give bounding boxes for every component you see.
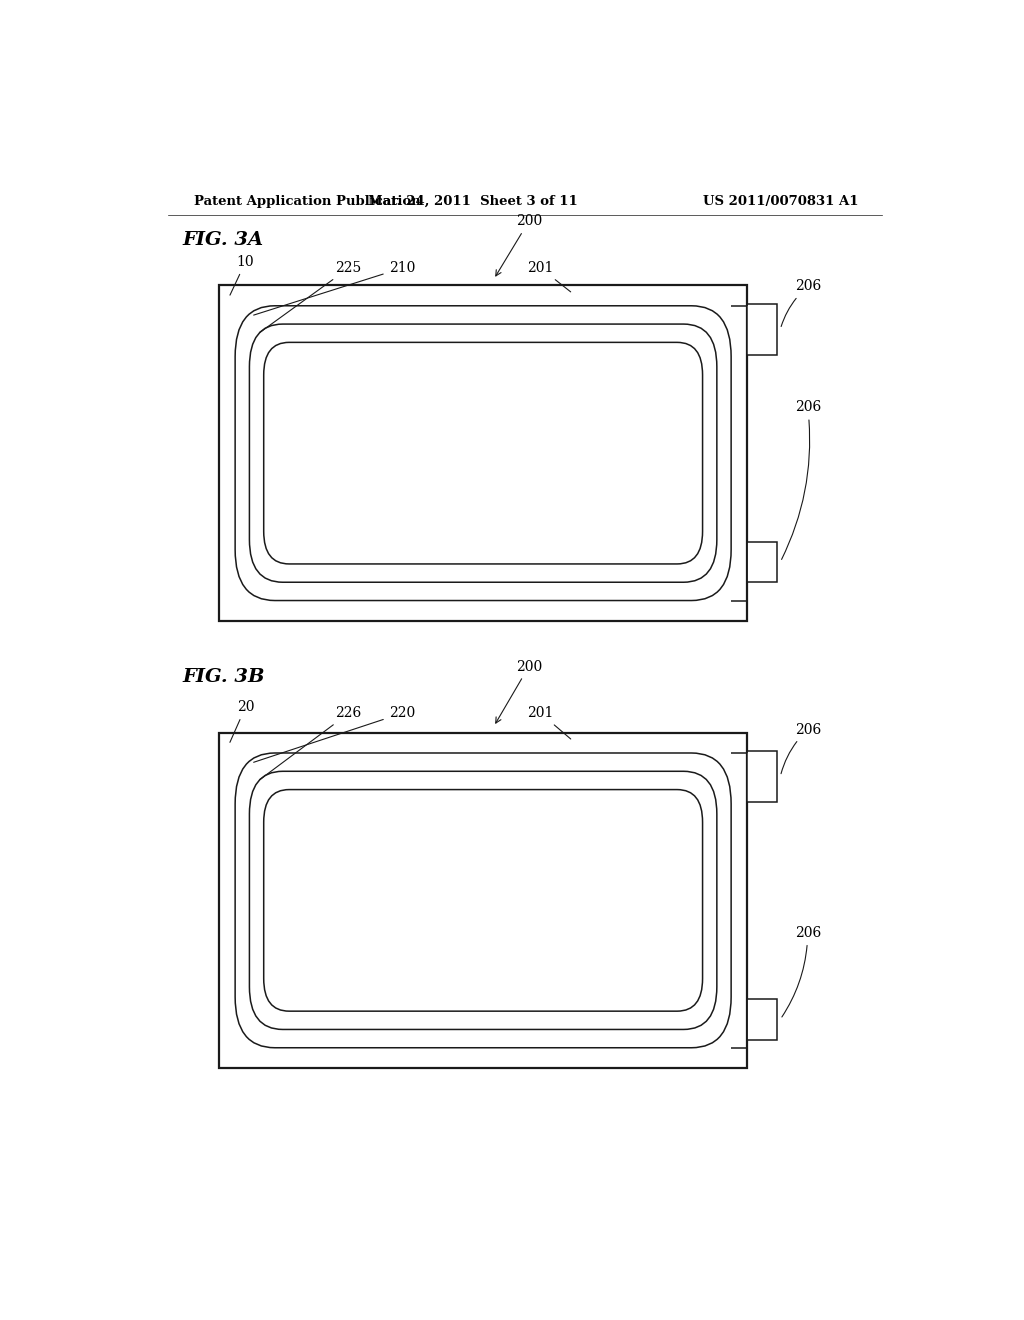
Bar bbox=[748, 999, 777, 1040]
Bar bbox=[748, 751, 777, 801]
Text: 10: 10 bbox=[230, 255, 254, 296]
Bar bbox=[219, 733, 748, 1068]
Text: 210: 210 bbox=[254, 261, 415, 315]
Text: 201: 201 bbox=[527, 706, 570, 739]
Text: Patent Application Publication: Patent Application Publication bbox=[194, 194, 421, 207]
Text: US 2011/0070831 A1: US 2011/0070831 A1 bbox=[702, 194, 858, 207]
Text: 225: 225 bbox=[260, 261, 361, 333]
Text: 220: 220 bbox=[254, 706, 415, 762]
Bar bbox=[748, 304, 777, 355]
Text: Mar. 24, 2011  Sheet 3 of 11: Mar. 24, 2011 Sheet 3 of 11 bbox=[369, 194, 579, 207]
Text: 206: 206 bbox=[782, 925, 821, 1016]
Text: 206: 206 bbox=[781, 722, 821, 774]
Text: 200: 200 bbox=[496, 660, 542, 723]
Text: FIG. 3A: FIG. 3A bbox=[182, 231, 263, 248]
Text: FIG. 3B: FIG. 3B bbox=[182, 668, 264, 686]
Bar bbox=[748, 541, 777, 582]
Text: 201: 201 bbox=[527, 261, 570, 292]
Bar bbox=[219, 285, 748, 620]
Text: 200: 200 bbox=[496, 214, 542, 276]
Text: 206: 206 bbox=[781, 400, 821, 560]
Text: 226: 226 bbox=[259, 706, 361, 780]
Text: 20: 20 bbox=[230, 700, 254, 742]
Text: 206: 206 bbox=[781, 280, 821, 326]
